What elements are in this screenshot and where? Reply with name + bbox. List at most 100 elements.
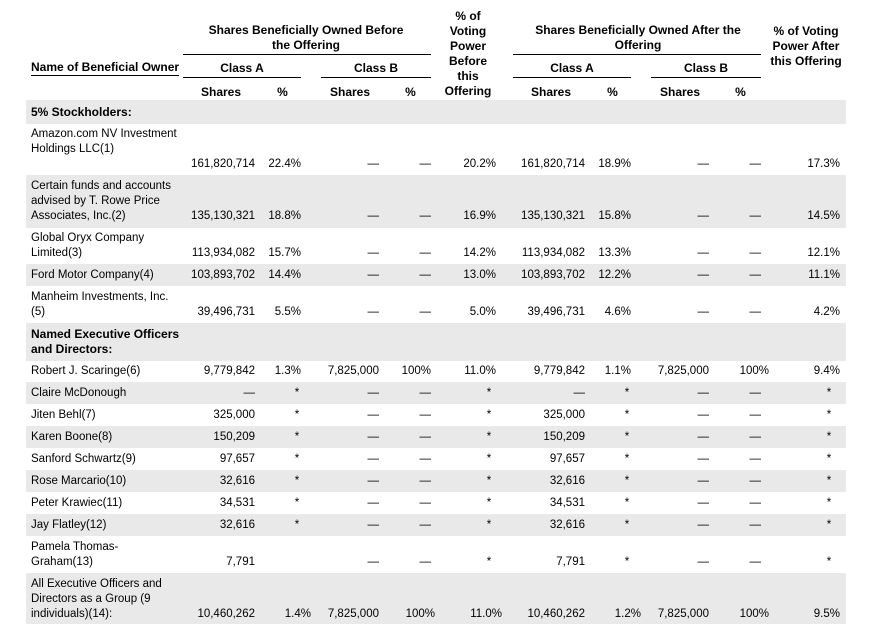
cell-b-pct: —	[419, 475, 432, 487]
cell-a-shares-after: 97,657	[549, 453, 585, 465]
cell-voting-before: 16.9%	[463, 210, 496, 222]
cell-b-pct: —	[419, 497, 432, 509]
cell-voting-before: *	[486, 497, 492, 509]
cell-voting-after: 4.2%	[813, 306, 840, 318]
cell-a-shares-after: 32,616	[549, 519, 585, 531]
header-shares-b-before: Shares	[329, 85, 371, 99]
cell-b-shares-after: —	[697, 475, 710, 487]
row-name: All Executive Officers and Directors as …	[31, 578, 162, 620]
cell-a-pct-after: 18.9%	[598, 158, 631, 170]
cell-voting-before: 11.0%	[470, 608, 502, 620]
cell-b-shares: —	[367, 269, 380, 281]
band-row	[26, 264, 846, 286]
row-name: Certain funds and accounts advised by T.…	[31, 180, 172, 222]
cell-a-shares: 7,791	[226, 556, 255, 568]
header-before-group: Shares Beneficially Owned Before the Off…	[208, 23, 404, 52]
header-pct-a-before: %	[277, 85, 288, 99]
section-stockholders: 5% Stockholders:	[31, 105, 132, 119]
cell-a-shares-after: —	[573, 387, 586, 399]
cell-voting-before: 13.0%	[463, 269, 496, 281]
rule-name-col	[31, 75, 179, 76]
header-after-group: Shares Beneficially Owned After the Offe…	[535, 23, 741, 52]
cell-b-pct-after: 100%	[739, 608, 769, 620]
rule-before-group	[183, 54, 431, 55]
cell-a-pct-after: *	[624, 497, 630, 509]
cell-b-shares: —	[367, 475, 380, 487]
header-shares-a-before: Shares	[200, 85, 242, 99]
cell-a-pct-after: *	[624, 409, 630, 421]
cell-b-pct: —	[419, 519, 432, 531]
cell-a-shares: 32,616	[219, 475, 255, 487]
row-name: Rose Marcario(10)	[31, 475, 127, 487]
cell-a-shares-after: 9,779,842	[533, 365, 585, 377]
cell-voting-after: *	[826, 387, 832, 399]
cell-a-shares-after: 161,820,714	[521, 158, 585, 170]
cell-a-shares-after: 10,460,262	[527, 608, 585, 620]
cell-a-shares-after: 135,130,321	[521, 210, 585, 222]
cell-voting-after: *	[826, 497, 832, 509]
cell-a-pct: 18.8%	[268, 210, 301, 222]
band-row	[26, 175, 846, 228]
cell-a-shares: 135,130,321	[191, 210, 255, 222]
cell-b-pct-after: —	[749, 306, 762, 318]
rule-after-group	[513, 54, 761, 55]
cell-b-shares: —	[367, 409, 380, 421]
cell-a-pct: *	[294, 431, 300, 443]
cell-b-shares-after: —	[697, 387, 710, 399]
cell-a-pct-after: *	[624, 519, 630, 531]
cell-b-shares-after: —	[697, 306, 710, 318]
cell-b-shares-after: —	[697, 158, 710, 170]
cell-a-shares: 10,460,262	[197, 608, 255, 620]
cell-voting-before: *	[486, 556, 492, 568]
cell-b-pct-after: —	[749, 431, 762, 443]
cell-b-pct: —	[419, 158, 432, 170]
cell-b-pct: —	[419, 453, 432, 465]
cell-voting-before: *	[486, 387, 492, 399]
row-name: Sanford Schwartz(9)	[31, 453, 136, 465]
cell-voting-before: *	[486, 475, 492, 487]
cell-b-pct-after: —	[749, 158, 762, 170]
cell-a-pct-after: *	[624, 387, 630, 399]
row-name: Manheim Investments, Inc. (5)	[31, 291, 169, 318]
section-officers: Named Executive Officers and Directors:	[31, 327, 180, 356]
cell-voting-after: 9.5%	[813, 608, 840, 620]
cell-b-pct-after: —	[749, 247, 762, 259]
cell-a-pct: *	[294, 409, 300, 421]
cell-b-shares: —	[367, 453, 380, 465]
cell-a-pct: *	[294, 475, 300, 487]
cell-a-shares-after: 113,934,082	[521, 247, 585, 259]
cell-b-shares: —	[367, 519, 380, 531]
header-pct-b-after: %	[735, 85, 746, 99]
cell-b-shares: —	[367, 497, 380, 509]
cell-b-shares-after: —	[697, 269, 710, 281]
row-name: Karen Boone(8)	[31, 431, 113, 443]
cell-a-shares: 150,209	[213, 431, 255, 443]
header-class-b-before: Class B	[353, 61, 399, 75]
cell-b-shares-after: —	[697, 431, 710, 443]
cell-voting-after: 14.5%	[807, 210, 840, 222]
cell-b-shares-after: —	[697, 409, 710, 421]
header-class-b-after: Class B	[683, 61, 729, 75]
cell-a-pct-after: *	[624, 556, 630, 568]
cell-b-shares-after: —	[697, 453, 710, 465]
row-name: Pamela Thomas-Graham(13)	[31, 541, 119, 568]
cell-b-pct: —	[419, 306, 432, 318]
cell-a-pct-after: 1.1%	[604, 365, 631, 377]
cell-b-shares: —	[367, 158, 380, 170]
cell-b-shares: 7,825,000	[327, 608, 379, 620]
cell-b-pct: —	[419, 387, 432, 399]
row-name: Amazon.com NV Investment Holdings LLC(1)	[31, 128, 177, 155]
cell-a-shares: 9,779,842	[203, 365, 255, 377]
cell-a-pct: *	[294, 497, 300, 509]
cell-a-pct: *	[294, 519, 300, 531]
row-name: Jiten Behl(7)	[31, 409, 96, 421]
cell-b-shares-after: 7,825,000	[657, 608, 709, 620]
cell-a-shares-after: 150,209	[543, 431, 585, 443]
cell-a-pct: 14.4%	[268, 269, 301, 281]
cell-b-pct-after: 100%	[739, 365, 769, 377]
cell-b-pct-after: —	[749, 269, 762, 281]
cell-a-shares-after: 103,893,702	[521, 269, 585, 281]
cell-a-pct: 1.3%	[274, 365, 301, 377]
rule-class-b-before	[321, 77, 431, 78]
cell-a-pct: 5.5%	[274, 306, 301, 318]
